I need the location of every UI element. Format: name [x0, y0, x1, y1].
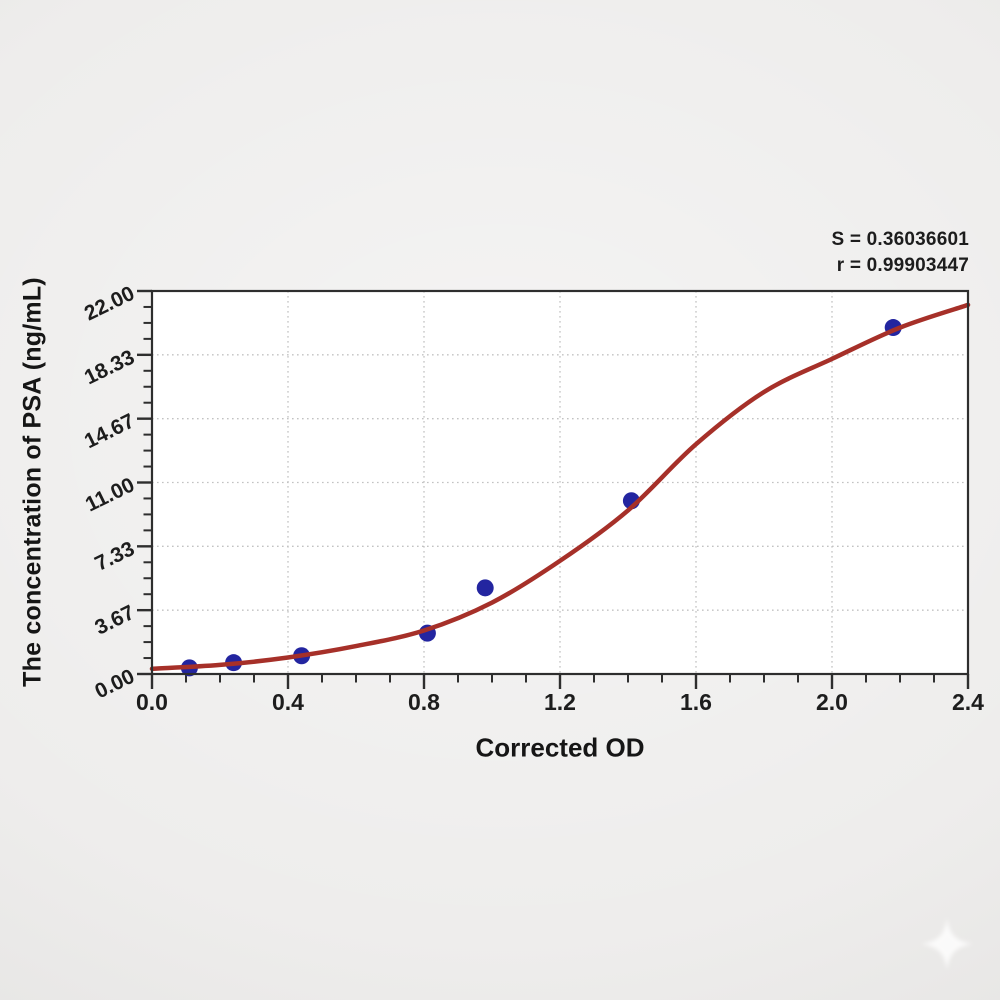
- sparkle-star-shape: [921, 918, 973, 970]
- s-value: S = 0.36036601: [831, 229, 969, 250]
- y-tick-label: 14.67: [81, 409, 138, 453]
- x-tick-label: 0.8: [408, 689, 440, 715]
- x-tick-label: 0.0: [136, 689, 168, 715]
- x-tick-label: 1.6: [680, 689, 712, 715]
- fit-statistics: S = 0.36036601 r = 0.99903447: [831, 227, 969, 279]
- y-axis-title: The concentration of PSA (ng/mL): [18, 277, 47, 687]
- fit-curve: [149, 302, 971, 672]
- y-tick-label: 3.67: [91, 601, 138, 640]
- sparkle-watermark-icon: [921, 918, 973, 970]
- x-tick-label: 2.0: [816, 689, 848, 715]
- y-tick-label: 0.00: [91, 665, 138, 704]
- r-value: r = 0.99903447: [836, 255, 969, 276]
- x-tick-label: 0.4: [272, 689, 304, 715]
- x-tick-label: 1.2: [544, 689, 576, 715]
- y-tick-label: 11.00: [82, 473, 138, 516]
- y-tick-label: 18.33: [81, 346, 138, 390]
- y-tick-label: 22.00: [81, 282, 138, 326]
- y-tick-label: 7.33: [91, 537, 138, 576]
- data-point: [476, 579, 494, 597]
- plot-frame: [150, 289, 970, 676]
- x-tick-label: 2.4: [952, 689, 984, 715]
- x-axis-title: Corrected OD: [475, 732, 645, 763]
